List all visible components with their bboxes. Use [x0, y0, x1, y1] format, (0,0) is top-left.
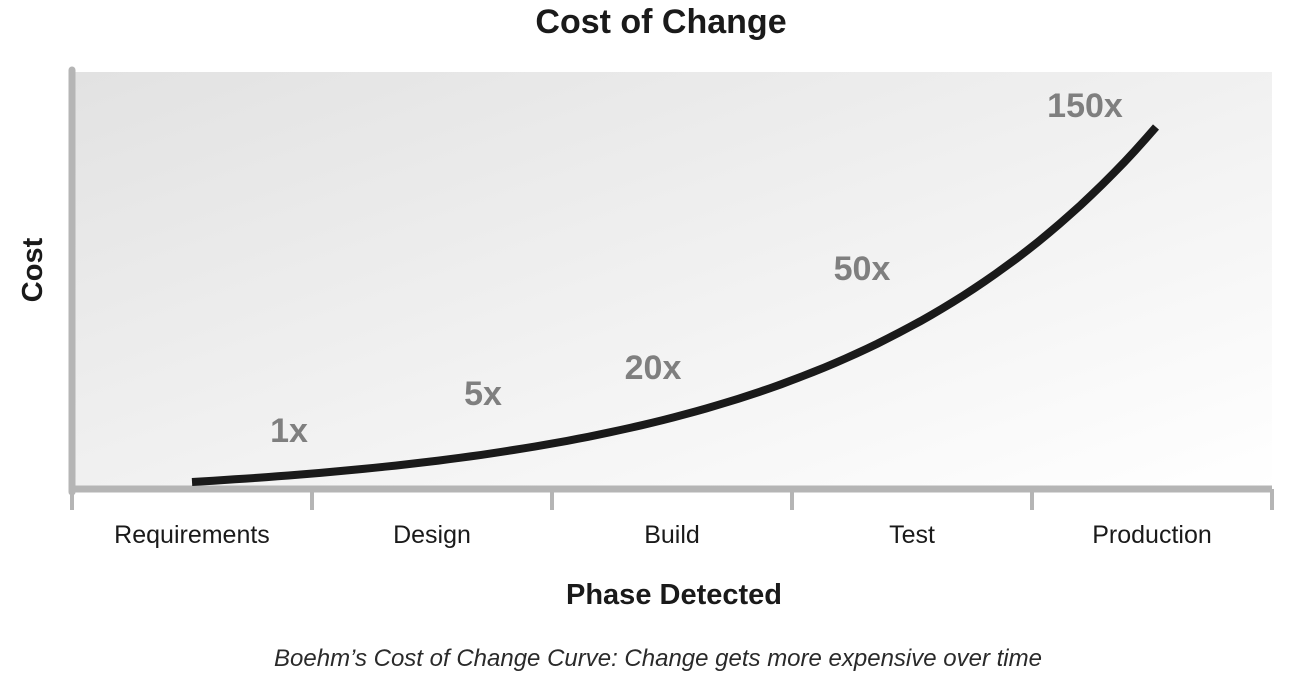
plot-background	[72, 72, 1272, 490]
data-label-test: 50x	[834, 250, 891, 288]
x-axis-tick-labels: Requirements Design Build Test Production	[114, 521, 1212, 549]
data-label-build: 20x	[625, 349, 682, 387]
x-tick-label-build: Build	[644, 521, 700, 549]
chart-caption: Boehm’s Cost of Change Curve: Change get…	[274, 645, 1042, 672]
data-label-production: 150x	[1047, 87, 1123, 125]
x-axis-title: Phase Detected	[566, 579, 782, 611]
data-label-design: 5x	[464, 375, 502, 413]
x-tick-label-production: Production	[1092, 521, 1212, 549]
x-axis-ticks	[70, 489, 1274, 510]
cost-curve-line	[191, 124, 1160, 486]
data-label-requirements: 1x	[270, 412, 308, 450]
y-axis-title: Cost	[17, 237, 49, 302]
data-labels: 1x 5x 20x 50x 150x	[270, 87, 1123, 450]
x-tick-label-design: Design	[393, 521, 471, 549]
x-tick-label-requirements: Requirements	[114, 521, 270, 549]
chart-title: Cost of Change	[535, 3, 786, 41]
x-tick-label-test: Test	[889, 521, 935, 549]
